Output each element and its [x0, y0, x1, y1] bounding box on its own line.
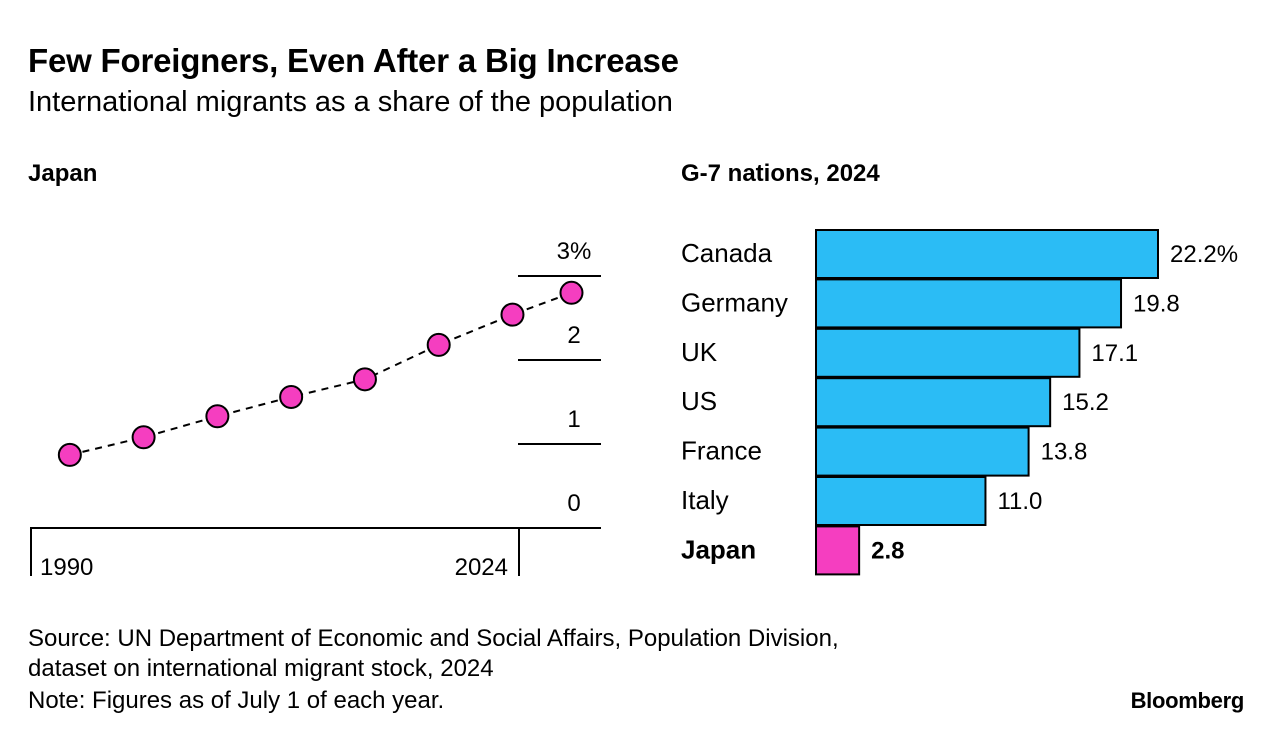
data-point-2020: [500, 302, 525, 327]
japan-line-chart: 0 1 2 3% 1990 2024: [30, 238, 601, 581]
bar-japan: [815, 525, 861, 576]
data-point-2010: [352, 367, 377, 392]
category-label-france: France: [681, 436, 762, 466]
source-line-2: dataset on international migrant stock, …: [28, 655, 494, 682]
x-tick-label: 2024: [455, 554, 508, 581]
bar-germany: [815, 278, 1123, 329]
bar-panel-title: G-7 nations, 2024: [681, 160, 880, 187]
data-point-2000: [205, 404, 230, 429]
line-panel-title: Japan: [28, 160, 98, 187]
category-label-italy: Italy: [681, 485, 729, 515]
category-label-uk: UK: [681, 337, 718, 367]
category-label-germany: Germany: [681, 287, 788, 317]
value-label-canada: 22.2%: [1170, 241, 1238, 268]
value-label-germany: 19.8: [1133, 290, 1180, 317]
bar-uk: [815, 327, 1081, 378]
x-tick-label: 1990: [40, 554, 93, 581]
value-label-japan: 2.8: [871, 537, 904, 564]
y-tick-label: 0: [567, 490, 580, 517]
value-label-italy: 11.0: [997, 488, 1042, 515]
note-text: Note: Figures as of July 1 of each year.: [28, 687, 445, 714]
g7-bar-chart: Canada 22.2% Germany 19.8 UK 17.1 US 15.2 France…: [681, 229, 1238, 576]
y-tick-label: 1: [567, 406, 580, 433]
data-point-2005: [279, 384, 304, 409]
y-tick-label: 2: [567, 322, 580, 349]
data-point-1995: [131, 425, 156, 450]
category-label-japan: Japan: [681, 534, 756, 564]
data-point-2015: [426, 332, 451, 357]
value-label-france: 13.8: [1041, 439, 1088, 466]
y-tick-label: 3%: [557, 238, 592, 265]
category-label-us: US: [681, 386, 717, 416]
chart-title: Few Foreigners, Even After a Big Increas…: [28, 42, 679, 79]
japan-series-line: [69, 291, 572, 456]
value-label-us: 15.2: [1062, 389, 1109, 416]
data-point-2024: [559, 280, 584, 305]
category-label-canada: Canada: [681, 238, 773, 268]
source-line-1: Source: UN Department of Economic and So…: [28, 625, 839, 652]
bar-canada: [815, 229, 1159, 279]
chart-subtitle: International migrants as a share of the…: [28, 86, 673, 118]
bloomberg-logo: Bloomberg: [1130, 688, 1245, 713]
bar-france: [815, 426, 1030, 477]
bar-italy: [815, 476, 987, 526]
bar-us: [815, 377, 1052, 428]
data-point-1990: [57, 442, 82, 467]
value-label-uk: 17.1: [1091, 340, 1138, 367]
